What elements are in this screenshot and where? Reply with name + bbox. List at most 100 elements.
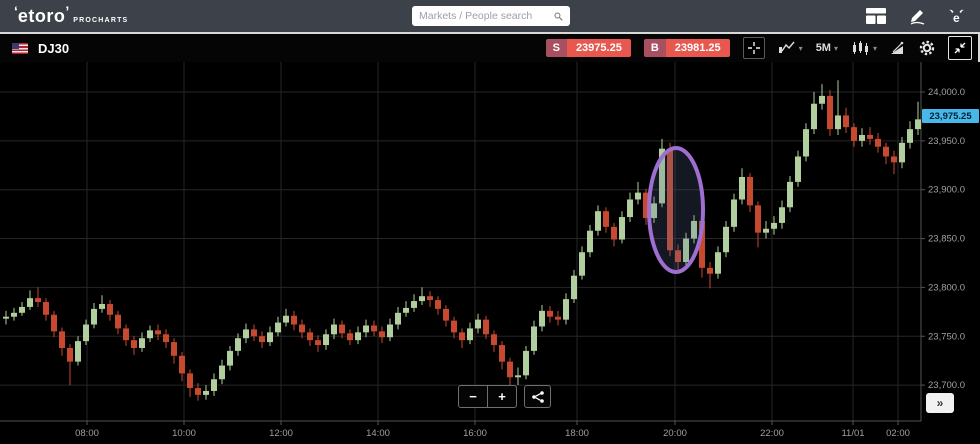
- candle-down: [435, 296, 441, 315]
- candle-up: [147, 325, 153, 343]
- expand-panel-button[interactable]: »: [926, 393, 954, 413]
- candle-down: [755, 201, 761, 248]
- candle-up: [899, 136, 905, 169]
- candle-down: [35, 287, 41, 307]
- candle-up: [139, 332, 145, 352]
- collapse-arrows-icon: [954, 42, 966, 54]
- candle-down: [155, 324, 161, 341]
- candle-up: [515, 367, 521, 386]
- candle-up: [419, 287, 425, 305]
- indicators-button[interactable]: [890, 41, 906, 55]
- candle-up: [571, 269, 577, 304]
- candlestick-chart[interactable]: 24,000.0 23,950.0 23,900.0 23,850.0 23,800.0…: [0, 62, 980, 444]
- candle-down: [315, 335, 321, 352]
- candle-up: [355, 326, 361, 345]
- candle-up: [467, 322, 473, 345]
- candle-up: [83, 319, 89, 346]
- candle-down: [67, 344, 73, 386]
- price-tick-label: 23,800.0: [928, 282, 965, 293]
- gear-icon: [919, 40, 935, 56]
- candle-up: [227, 346, 233, 371]
- candle-style-button[interactable]: ▾: [851, 40, 877, 56]
- share-button[interactable]: [524, 385, 551, 408]
- candle-down: [107, 300, 113, 321]
- search-box[interactable]: [412, 6, 570, 26]
- candle-down: [307, 328, 313, 347]
- candle-up: [387, 318, 393, 342]
- candle-down: [675, 244, 681, 270]
- crosshair-button[interactable]: [742, 37, 765, 59]
- candle-up: [779, 200, 785, 229]
- draw-pencil-icon[interactable]: [908, 7, 926, 25]
- toolbar-right-group: S 23975.25 B 23981.25 ▾ 5M: [545, 34, 972, 62]
- sell-button[interactable]: S 23975.25: [545, 39, 631, 57]
- search-icon[interactable]: [554, 10, 563, 23]
- top-icon-group: e: [866, 0, 966, 32]
- search-input[interactable]: [419, 10, 554, 22]
- buy-price: 23981.25: [665, 39, 730, 57]
- settings-button[interactable]: [919, 40, 935, 56]
- top-navigation-bar: ‘ etoro ’ PROCHARTS: [0, 0, 980, 32]
- candle-up: [627, 192, 633, 222]
- crosshair-icon: [747, 42, 760, 54]
- candle-up: [523, 346, 529, 380]
- candle-up: [771, 216, 777, 235]
- candle-down: [843, 107, 849, 134]
- indicators-icon: [891, 41, 904, 54]
- time-tick-label: 12:00: [269, 428, 293, 439]
- etoro-avatar-icon[interactable]: e: [948, 8, 966, 25]
- candle-down: [259, 331, 265, 348]
- time-tick-label: 20:00: [663, 428, 687, 439]
- candle-down: [875, 133, 881, 153]
- sell-price: 23975.25: [566, 39, 631, 57]
- chart-type-button[interactable]: ▾: [778, 41, 803, 55]
- procharts-label: PROCHARTS: [73, 16, 129, 24]
- candle-down: [195, 383, 201, 401]
- candle-up: [219, 359, 225, 385]
- time-tick-label: 16:00: [463, 428, 487, 439]
- zoom-in-button[interactable]: +: [498, 389, 506, 404]
- price-chart-area[interactable]: 24,000.0 23,950.0 23,900.0 23,850.0 23,800.0…: [0, 62, 980, 444]
- candle-up: [283, 308, 289, 327]
- candle-down: [643, 188, 649, 225]
- logo-horn-left: ‘: [14, 2, 18, 19]
- share-icon: [531, 390, 544, 403]
- candle-up: [739, 168, 745, 205]
- chart-type-icon: [778, 41, 795, 53]
- interval-selector[interactable]: 5M ▾: [816, 42, 838, 54]
- candle-down: [291, 310, 297, 331]
- price-tick-label: 23,900.0: [928, 185, 965, 196]
- candle-up: [3, 310, 9, 325]
- candle-up: [731, 193, 737, 232]
- candle-up: [211, 373, 217, 396]
- candle-down: [499, 341, 505, 370]
- candle-up: [331, 318, 337, 340]
- price-tick-label: 23,950.0: [928, 136, 965, 147]
- collapse-chart-button[interactable]: [948, 36, 972, 60]
- candle-up: [803, 123, 809, 162]
- candle-up: [363, 319, 369, 338]
- chevron-down-icon: ▾: [798, 43, 803, 53]
- candle-down: [299, 319, 305, 339]
- current-price-tag: 23,975.25: [922, 109, 979, 124]
- price-tick-label: 23,700.0: [928, 380, 965, 391]
- candle-up: [403, 301, 409, 317]
- candle-down: [131, 336, 137, 355]
- candle-up: [323, 329, 329, 350]
- candle-down: [251, 324, 257, 342]
- zoom-out-button[interactable]: −: [469, 389, 477, 404]
- candle-down: [123, 324, 129, 347]
- highlight-ellipse-annotation[interactable]: [647, 146, 705, 274]
- layout-icon[interactable]: [866, 8, 886, 24]
- candle-up: [651, 196, 657, 223]
- buy-button[interactable]: B 23981.25: [643, 39, 730, 57]
- candle-up: [723, 220, 729, 258]
- logo-horn-right: ’: [65, 2, 70, 19]
- etoro-logo[interactable]: ‘ etoro ’ PROCHARTS: [14, 2, 129, 27]
- instrument-name[interactable]: DJ30: [38, 40, 70, 56]
- candle-up: [27, 290, 33, 310]
- time-tick-label: 14:00: [366, 428, 390, 439]
- time-tick-label: 22:00: [760, 428, 784, 439]
- candle-down: [459, 328, 465, 348]
- candle-down: [667, 142, 673, 257]
